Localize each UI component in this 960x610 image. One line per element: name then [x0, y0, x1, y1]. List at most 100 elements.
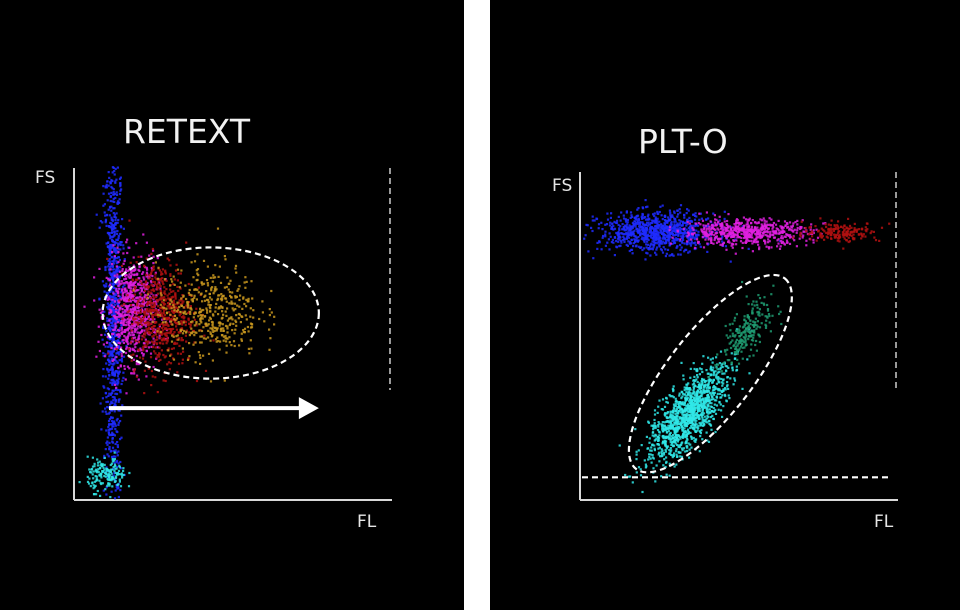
retext-point	[118, 315, 121, 318]
retext-point	[131, 283, 134, 286]
plt-o-point	[715, 236, 718, 239]
retext-point	[111, 431, 114, 434]
plt-o-point	[732, 239, 736, 243]
retext-point	[131, 323, 134, 326]
plt-o-point	[763, 239, 766, 242]
plt-o-point	[727, 239, 730, 242]
retext-point	[165, 288, 168, 291]
retext-point	[204, 322, 207, 325]
retext-point	[136, 349, 139, 353]
retext-point	[104, 471, 107, 474]
retext-point	[144, 314, 147, 317]
retext-point	[121, 330, 124, 334]
retext-cluster-4	[78, 451, 131, 499]
retext-point	[143, 322, 146, 325]
plt-o-point	[637, 236, 640, 239]
plt-o-point	[643, 240, 646, 244]
retext-point	[127, 299, 131, 302]
retext-point	[113, 458, 116, 461]
retext-point	[164, 269, 167, 272]
retext-point	[104, 221, 107, 224]
retext-point	[113, 396, 116, 399]
plt-o-point	[634, 240, 637, 244]
retext-point	[116, 375, 119, 378]
plt-o-point	[628, 233, 631, 236]
plt-o-point	[719, 237, 722, 240]
plt-o-point	[627, 226, 630, 229]
retext-point	[103, 290, 106, 293]
plt-o-point	[687, 240, 690, 243]
retext-point	[144, 325, 147, 328]
retext-point	[122, 247, 125, 250]
plt-o-point	[856, 228, 859, 231]
retext-point	[105, 396, 108, 399]
retext-point	[211, 286, 214, 289]
retext-point	[146, 297, 149, 300]
retext-point	[148, 332, 151, 335]
retext-point	[206, 324, 209, 327]
plt-o-point	[715, 241, 719, 244]
plt-o-point	[622, 228, 625, 231]
retext-point	[108, 446, 111, 449]
plt-o-point	[647, 213, 650, 216]
plt-o-point	[765, 230, 768, 233]
retext-point	[169, 318, 172, 321]
plt-o-point	[660, 424, 664, 427]
plt-o-point	[675, 246, 678, 249]
retext-point	[117, 382, 120, 385]
retext-point	[149, 312, 153, 315]
plt-o-point	[644, 218, 648, 221]
plt-o-point	[653, 212, 656, 215]
retext-point	[169, 354, 172, 357]
retext-point	[139, 280, 142, 283]
plt-o-point	[689, 219, 692, 222]
plt-o-point	[736, 236, 739, 239]
retext-point	[137, 289, 140, 292]
plt-o-point	[622, 235, 625, 239]
retext-point	[209, 307, 212, 310]
retext-point	[250, 323, 253, 326]
retext-point	[102, 284, 106, 287]
retext-point	[119, 282, 122, 285]
retext-point	[136, 311, 140, 314]
plt-o-point	[781, 230, 784, 234]
retext-point	[177, 321, 180, 324]
retext-point	[114, 392, 117, 395]
retext-point	[104, 375, 107, 378]
retext-point	[107, 327, 111, 331]
retext-point	[185, 330, 188, 333]
retext-point	[107, 233, 111, 236]
plt-o-point	[661, 421, 664, 424]
plt-o-point	[699, 435, 702, 438]
retext-point	[109, 268, 112, 271]
retext-point	[107, 192, 111, 195]
retext-point	[178, 314, 181, 317]
plt-o-point	[713, 214, 716, 217]
plt-o-point	[624, 229, 627, 232]
retext-point	[111, 485, 114, 488]
plt-o-point	[645, 243, 648, 246]
plt-o-point	[696, 380, 699, 384]
retext-point	[109, 368, 112, 371]
plt-o-point	[631, 252, 634, 255]
retext-point	[98, 467, 102, 470]
plt-o-point	[714, 232, 717, 235]
plt-o-point	[676, 222, 679, 225]
retext-point	[261, 300, 264, 303]
retext-point	[133, 273, 136, 277]
plt-o-point	[705, 236, 708, 239]
retext-point	[242, 297, 245, 300]
retext-point	[150, 266, 153, 270]
retext-point	[113, 306, 116, 309]
retext-point	[244, 276, 247, 279]
retext-point	[219, 322, 222, 325]
plt-o-point	[678, 392, 681, 395]
plt-o-point	[686, 449, 689, 453]
plt-o-point	[733, 227, 736, 230]
retext-point	[268, 328, 271, 331]
plt-o-point	[679, 253, 682, 256]
retext-point	[199, 329, 202, 332]
plt-o-point	[698, 450, 701, 453]
plt-o-point	[630, 248, 633, 251]
retext-point	[121, 379, 124, 382]
